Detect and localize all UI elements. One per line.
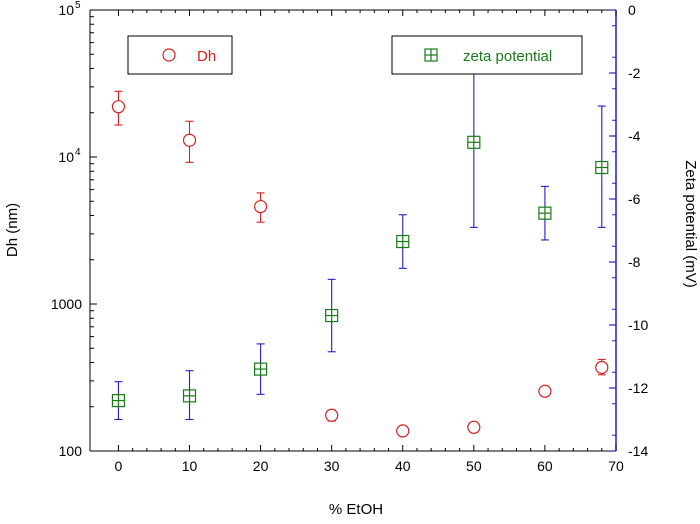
legend-zeta: zeta potential [391,35,583,75]
x-tick-label: 20 [253,458,269,474]
right-tick-label: -10 [628,317,648,333]
left-tick-label: 10 [58,2,74,18]
data-points [111,55,609,438]
dh-point [325,408,339,422]
right-tick-label: -4 [628,128,641,144]
legend-dh-label: Dh [197,48,216,65]
x-tick-label: 0 [115,458,123,474]
x-tick-label: 60 [537,458,553,474]
dh-point [111,100,126,114]
legend-dh-box [127,35,233,75]
right-tick-label: -2 [628,65,641,81]
dh-point [538,384,552,398]
left-tick-label: 10 [58,149,74,165]
left-axis-label: Dh (nm) [4,203,21,257]
right-tick-label: -6 [628,191,641,207]
x-tick-label: 40 [395,458,411,474]
legend-zeta-box [391,35,583,75]
left-tick-exponent: 4 [75,147,81,158]
x-tick-label: 30 [324,458,340,474]
dh-point [595,360,609,375]
right-tick-label: -14 [628,443,648,459]
dh-point [396,424,410,438]
dh-point [253,199,268,214]
left-tick-exponent: 5 [75,0,81,11]
dh-point [182,133,197,147]
right-tick-label: -12 [628,380,648,396]
legend-dh: Dh [127,35,233,75]
x-tick-label: 70 [608,458,624,474]
right-tick-label: 0 [628,2,636,18]
left-tick-label: 100 [59,443,83,459]
dh-point [467,420,481,434]
legend-zeta-label: zeta potential [463,48,552,65]
x-axis-label: % EtOH [329,501,383,518]
left-tick-label: 1000 [51,296,82,312]
x-tick-label: 10 [182,458,198,474]
legend-dh-marker [162,48,176,62]
right-axis-label: Zeta potential (mV) [682,160,699,288]
right-tick-label: -8 [628,254,641,270]
x-tick-label: 50 [466,458,482,474]
